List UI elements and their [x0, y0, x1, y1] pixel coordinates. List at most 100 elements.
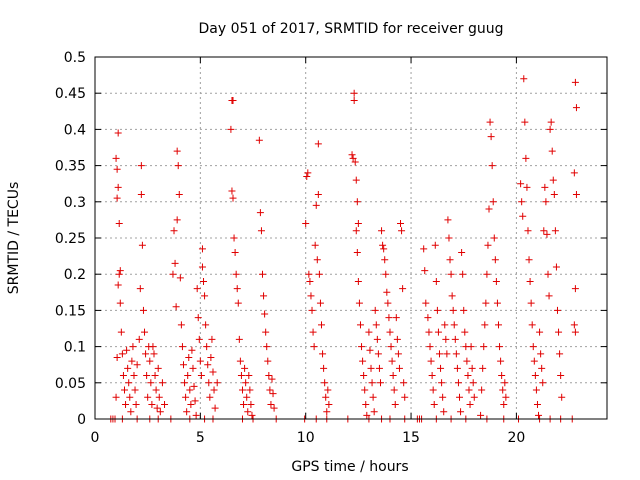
data-point [439, 393, 447, 401]
data-point [311, 241, 319, 249]
data-point [142, 350, 150, 358]
data-point [350, 96, 358, 104]
data-point [523, 183, 531, 191]
data-point [502, 393, 510, 401]
data-point [136, 285, 144, 293]
data-point [378, 227, 386, 235]
data-point [191, 397, 199, 405]
data-point [197, 372, 205, 380]
data-point [398, 227, 406, 235]
data-point [176, 274, 184, 282]
data-point [444, 216, 452, 224]
data-point [143, 372, 151, 380]
data-point [244, 408, 252, 416]
data-point [320, 364, 328, 372]
x-tick-label: 20 [507, 430, 525, 446]
data-point [527, 299, 535, 307]
data-point [208, 335, 216, 343]
data-point [269, 390, 277, 398]
y-tick-label: 0.45 [55, 86, 86, 102]
chart-title: Day 051 of 2017, SRMTID for receiver guu… [199, 21, 504, 37]
data-point [137, 191, 145, 199]
data-point [133, 361, 141, 369]
data-point [553, 306, 561, 314]
data-point [238, 386, 246, 394]
data-point [492, 277, 500, 285]
x-tick-label: 5 [196, 430, 205, 446]
data-point [247, 401, 255, 409]
data-point [470, 393, 478, 401]
data-point [255, 136, 263, 144]
data-point [558, 393, 566, 401]
data-point [429, 386, 437, 394]
data-point [371, 306, 379, 314]
data-point [189, 364, 197, 372]
data-point [319, 350, 327, 358]
x-tick-label: 10 [297, 430, 315, 446]
data-point [127, 408, 135, 416]
data-point [305, 270, 313, 278]
data-point [115, 220, 123, 228]
data-point [228, 187, 236, 195]
data-point [518, 198, 526, 206]
data-point [154, 364, 162, 372]
data-point [313, 256, 321, 264]
data-point [192, 411, 200, 419]
data-point [424, 314, 432, 322]
data-point [366, 346, 374, 354]
data-point [112, 393, 120, 401]
data-point [375, 364, 383, 372]
data-point [153, 404, 161, 412]
data-point [171, 259, 179, 267]
x-tick-label: 15 [402, 430, 420, 446]
data-point [452, 350, 460, 358]
data-point [186, 386, 194, 394]
tick-labels: 0 0.05 0.1 0.15 0.2 0.25 0.3 0.35 0.4 0.45 0.5 0 5 10… [55, 50, 525, 446]
data-point [146, 357, 154, 365]
data-point [348, 151, 356, 159]
data-point [383, 288, 391, 296]
data-point [203, 343, 211, 351]
data-point [519, 212, 527, 220]
data-point [499, 386, 507, 394]
data-point [477, 411, 485, 419]
data-point [356, 321, 364, 329]
data-point [321, 379, 329, 387]
data-point [524, 227, 532, 235]
data-point [181, 379, 189, 387]
y-tick-label: 0.2 [64, 267, 86, 283]
data-point [437, 364, 445, 372]
data-point [147, 379, 155, 387]
data-point [381, 256, 389, 264]
data-point [394, 350, 402, 358]
data-point [349, 154, 357, 162]
data-point [211, 404, 219, 412]
data-point [500, 401, 508, 409]
data-point [235, 335, 243, 343]
data-point [385, 314, 393, 322]
data-point [233, 285, 241, 293]
data-point [372, 321, 380, 329]
data-point [525, 256, 533, 264]
data-point [454, 379, 462, 387]
data-point [521, 118, 529, 126]
data-point [427, 357, 435, 365]
data-point [158, 379, 166, 387]
data-point [365, 328, 373, 336]
data-point [232, 270, 240, 278]
data-point [123, 346, 131, 354]
data-point [533, 401, 541, 409]
data-point [318, 321, 326, 329]
data-point [129, 343, 137, 351]
data-point [493, 299, 501, 307]
data-point [483, 270, 491, 278]
data-point [352, 227, 360, 235]
y-tick-label: 0.25 [55, 231, 86, 247]
data-point [135, 335, 143, 343]
data-point [391, 401, 399, 409]
data-point [262, 328, 270, 336]
data-point [370, 408, 378, 416]
data-point [434, 328, 442, 336]
data-point [388, 357, 396, 365]
